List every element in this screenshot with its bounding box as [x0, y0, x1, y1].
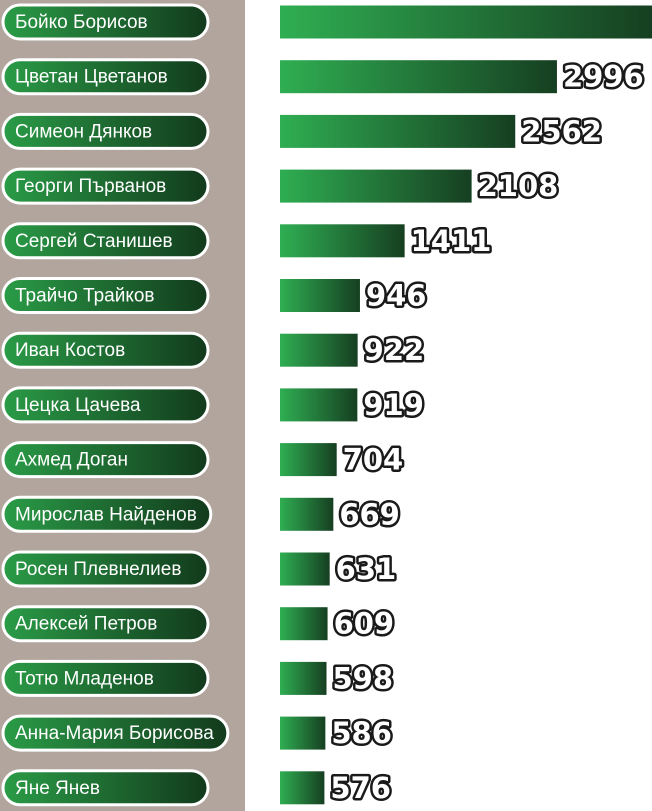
name-pill — [1, 495, 213, 533]
value-label: 609 — [334, 607, 395, 641]
name-pill — [1, 3, 210, 41]
bar — [280, 497, 334, 531]
bar — [280, 169, 472, 203]
category-label: Бойко Борисов — [15, 12, 148, 33]
value-label: 2108 — [478, 169, 559, 203]
bar — [280, 607, 328, 641]
name-pill — [1, 550, 210, 588]
category-label: Трайчо Трайков — [15, 286, 155, 307]
name-pill — [1, 441, 210, 479]
bar — [280, 279, 360, 312]
value-label: 576 — [330, 771, 391, 805]
category-label: Цветан Цветанов — [15, 67, 168, 88]
category-label: Росен Плевнелиев — [15, 559, 181, 580]
bar — [280, 443, 337, 477]
name-pill — [1, 331, 210, 369]
value-label: 919 — [363, 388, 424, 422]
category-label: Алексей Петров — [15, 614, 157, 635]
value-label: 946 — [366, 279, 427, 313]
value-label: 631 — [336, 552, 397, 586]
value-label: 1411 — [411, 224, 492, 258]
category-label: Яне Янев — [15, 778, 100, 799]
bar — [280, 333, 358, 367]
value-label: 598 — [333, 661, 394, 695]
category-label: Иван Костов — [15, 340, 125, 361]
value-label: 669 — [339, 497, 400, 531]
bar — [280, 716, 326, 750]
category-label: Симеон Дянков — [15, 121, 152, 142]
category-label: Мирослав Найденов — [15, 504, 197, 525]
name-pill — [1, 659, 210, 697]
bar — [280, 771, 325, 805]
category-label: Ахмед Доган — [15, 450, 128, 471]
bar — [280, 388, 358, 422]
name-pill — [1, 386, 210, 424]
value-label: 2562 — [521, 114, 602, 148]
category-label: Сергей Станишев — [15, 231, 173, 252]
value-label: 704 — [343, 443, 404, 477]
bar — [280, 552, 330, 586]
category-label: Георги Първанов — [15, 176, 166, 197]
name-pill — [1, 714, 230, 752]
category-label: Анна-Мария Борисова — [15, 723, 214, 744]
bar — [280, 60, 557, 94]
value-label: 586 — [331, 716, 392, 750]
bar — [280, 224, 405, 258]
bar — [280, 5, 652, 39]
name-pill — [1, 222, 210, 260]
bar — [280, 661, 327, 695]
name-pill — [1, 769, 210, 807]
category-label: Цецка Цачева — [15, 395, 141, 416]
value-label: 2996 — [563, 60, 644, 94]
name-pill — [1, 112, 210, 150]
value-label: 922 — [364, 333, 425, 367]
name-pill — [1, 605, 210, 643]
bar — [280, 114, 516, 148]
name-pill — [1, 167, 210, 205]
name-pill — [1, 58, 210, 96]
name-pill — [1, 277, 210, 314]
category-label: Тотю Младенов — [15, 668, 154, 689]
